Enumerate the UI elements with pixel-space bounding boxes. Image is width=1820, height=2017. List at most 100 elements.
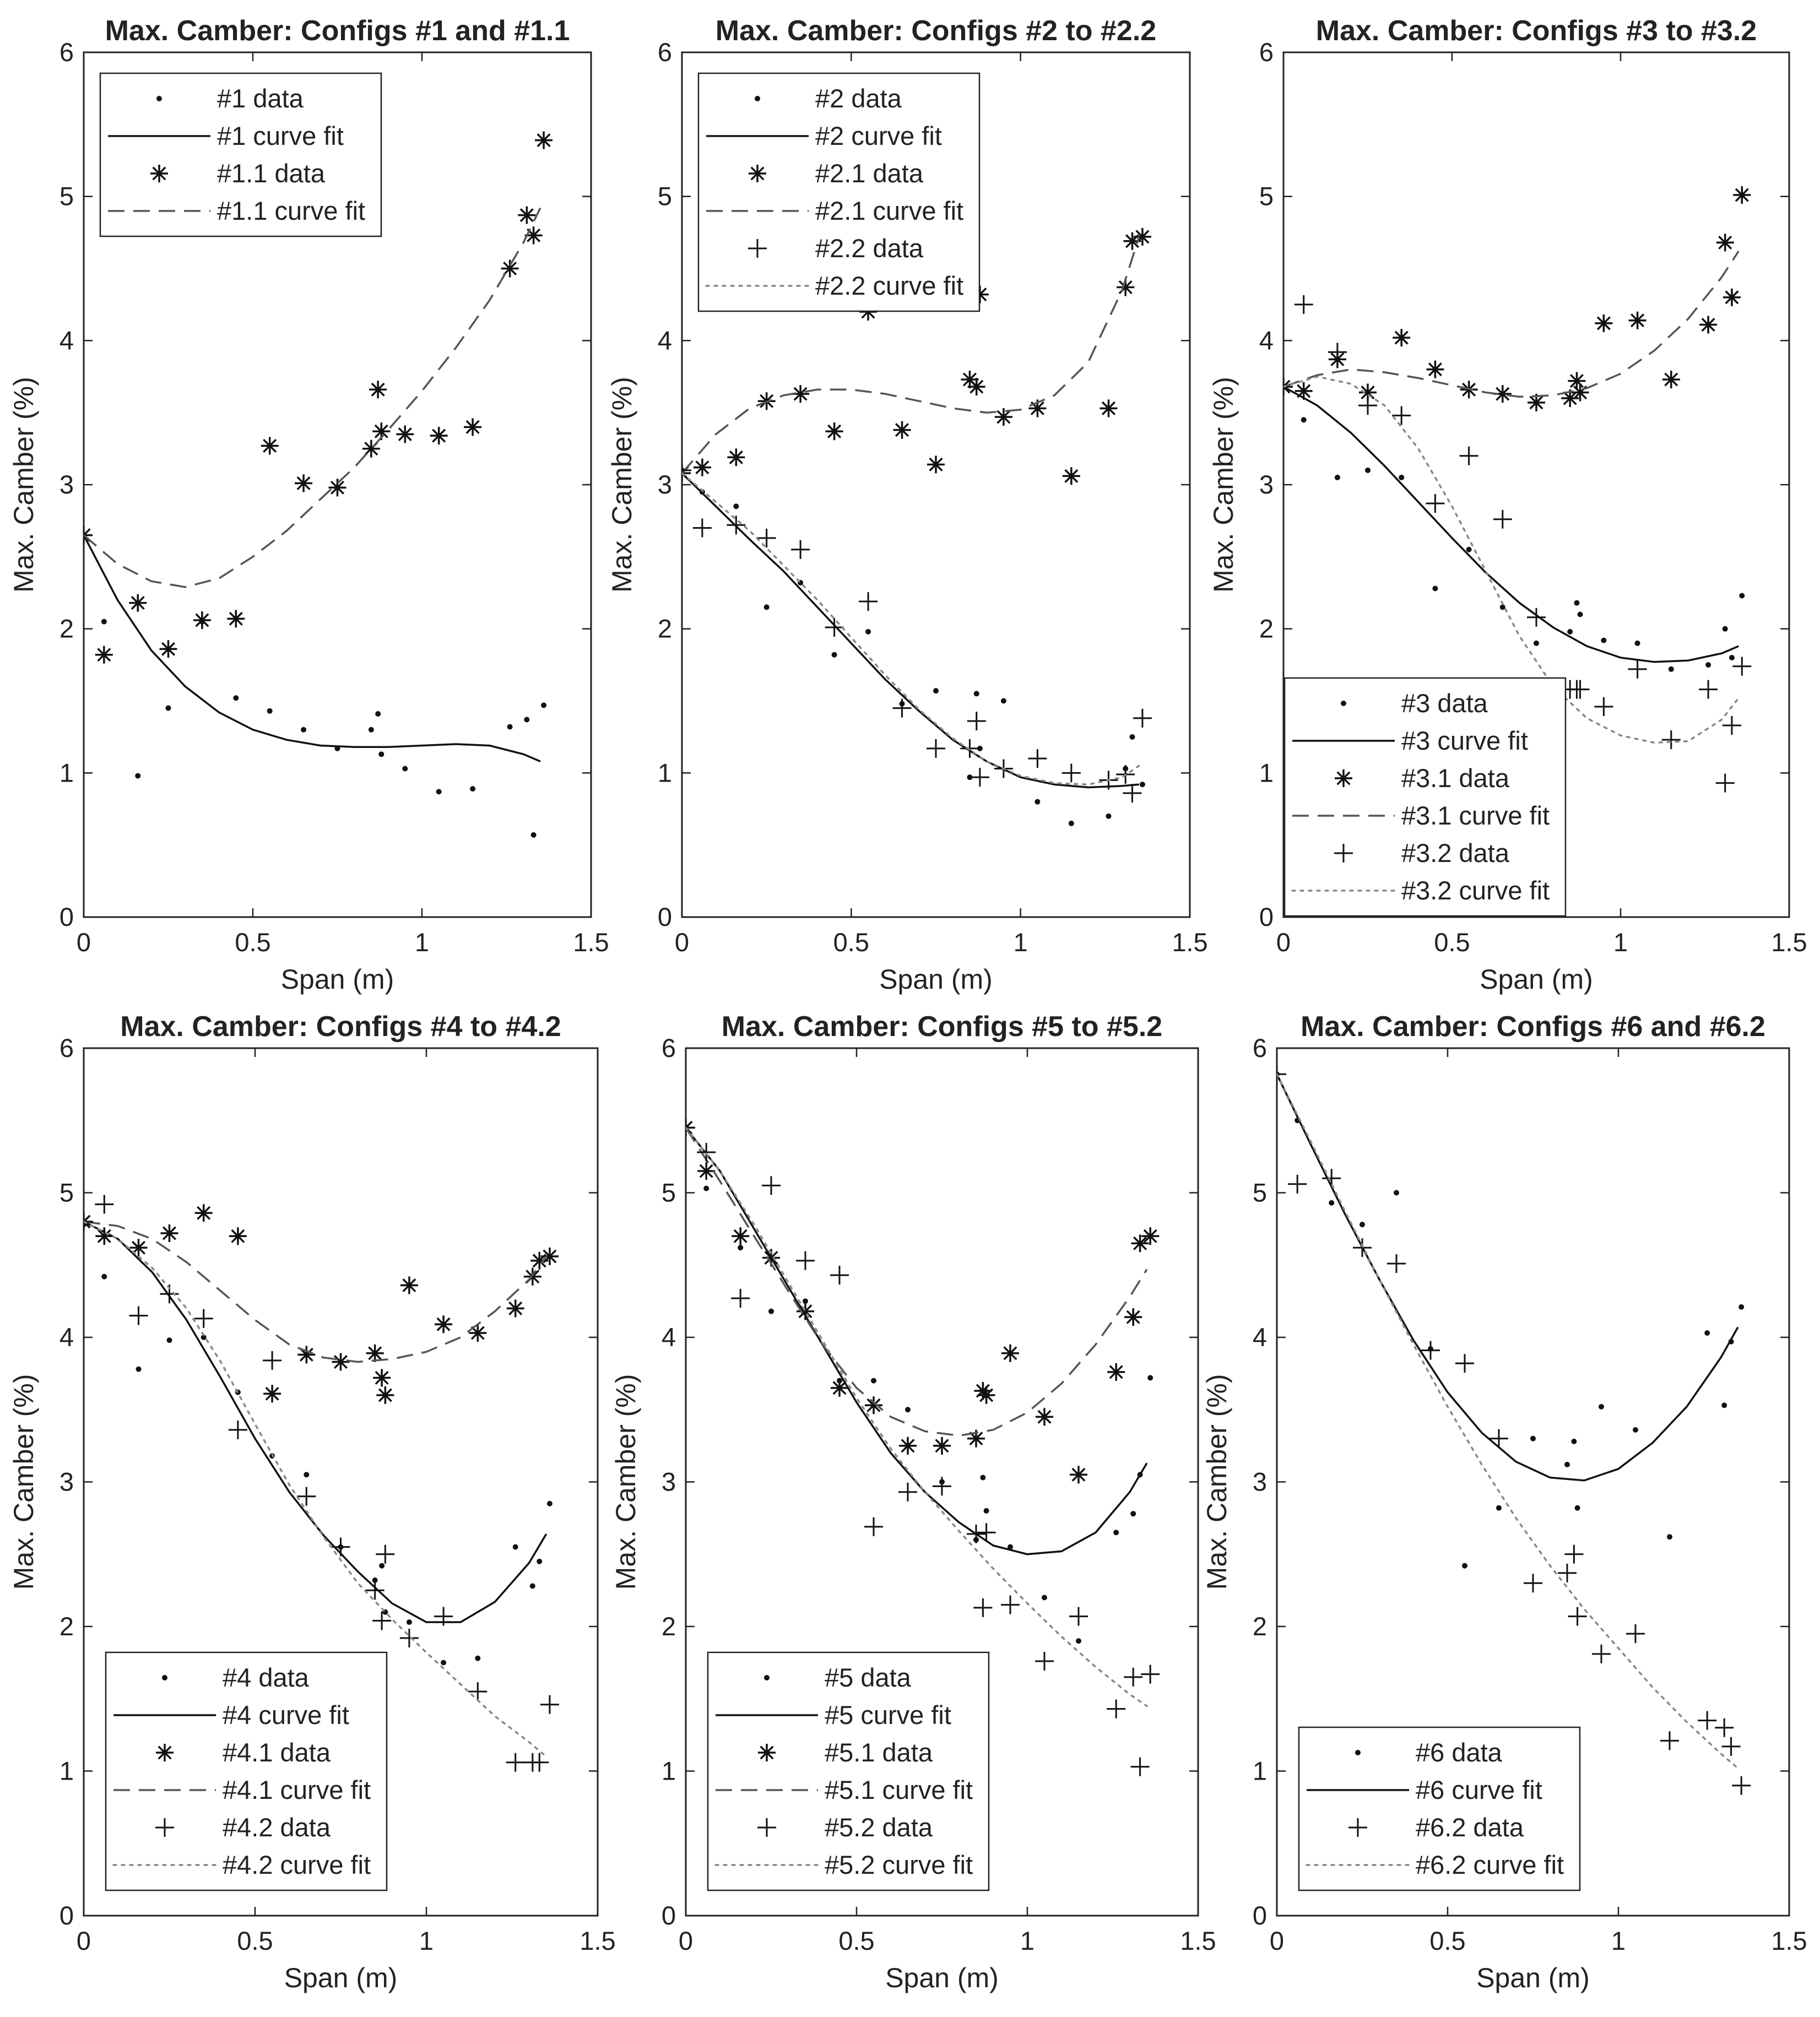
data-point-6-data bbox=[1571, 1439, 1577, 1444]
legend-label: #3.2 data bbox=[1401, 838, 1510, 867]
data-point-5-data bbox=[980, 1474, 986, 1481]
x-tick-label: 0 bbox=[675, 928, 689, 957]
data-point-5-data bbox=[768, 1308, 774, 1314]
legend: #6 data #6 curve fit #6.2 data #6.2 curve f… bbox=[1298, 1726, 1581, 1891]
data-point-6-data bbox=[1329, 1200, 1335, 1206]
legend-swatch-marker bbox=[155, 1818, 174, 1837]
legend: #1 data #1 curve fit #1.1 data #1.1 curve f… bbox=[99, 72, 382, 237]
x-tick-label: 1.5 bbox=[573, 928, 609, 957]
data-point-3-1-data bbox=[1595, 314, 1613, 332]
data-point-2-2-data bbox=[682, 460, 691, 480]
data-point-5-2-data bbox=[898, 1482, 917, 1501]
data-point-4-1-data bbox=[506, 1299, 524, 1317]
data-point-6-data bbox=[1394, 1190, 1399, 1196]
data-point-6-2-data bbox=[1660, 1731, 1679, 1750]
data-point-1-data bbox=[368, 726, 374, 733]
data-point-3-data bbox=[1534, 640, 1539, 646]
legend-label: #2 curve fit bbox=[815, 121, 942, 150]
legend-label: #3.2 curve fit bbox=[1401, 876, 1550, 905]
data-point-1-data bbox=[541, 702, 547, 708]
data-point-2-data bbox=[763, 604, 770, 610]
data-point-5-1-data bbox=[697, 1162, 716, 1180]
data-point-4-1-data bbox=[194, 1204, 213, 1222]
data-point-1-1-data bbox=[524, 226, 543, 245]
data-point-6-2-data bbox=[1592, 1644, 1611, 1663]
series-line-2-1-curve-fit bbox=[682, 236, 1140, 474]
y-axis-label: Max. Camber (%) bbox=[1208, 377, 1239, 593]
data-point-3-2-data bbox=[1722, 715, 1741, 735]
data-point-4-data bbox=[379, 1563, 385, 1569]
legend-label: #2.2 curve fit bbox=[815, 271, 963, 300]
data-point-2-data bbox=[865, 628, 871, 635]
y-tick-label: 1 bbox=[59, 1756, 74, 1786]
data-point-3-data bbox=[1432, 585, 1438, 592]
data-point-3-data bbox=[1601, 637, 1607, 643]
data-point-5-data bbox=[738, 1245, 744, 1251]
data-point-4-1-data bbox=[95, 1227, 113, 1245]
data-point-6-2-data bbox=[1568, 1607, 1587, 1626]
legend-swatch-marker bbox=[1348, 1818, 1367, 1837]
data-point-4-data bbox=[166, 1337, 172, 1343]
data-point-1-data bbox=[530, 832, 537, 838]
data-point-1-1-data bbox=[518, 206, 536, 224]
data-point-2-1-data bbox=[994, 408, 1012, 426]
legend-box bbox=[1298, 1726, 1581, 1891]
chart-title: Max. Camber: Configs #6 and #6.2 bbox=[1301, 1011, 1765, 1043]
data-point-3-1-data bbox=[1722, 288, 1741, 306]
data-point-5-1-data bbox=[831, 1379, 848, 1397]
data-point-4-data bbox=[529, 1583, 535, 1589]
data-point-6-2-data bbox=[1288, 1174, 1307, 1194]
data-point-1-1-data bbox=[501, 259, 519, 278]
x-tick-label: 0.5 bbox=[235, 928, 270, 957]
x-axis-label: Span (m) bbox=[885, 1962, 999, 1993]
data-point-4-data bbox=[136, 1366, 142, 1372]
data-point-5-2-data bbox=[697, 1143, 716, 1162]
legend-label: #5.1 curve fit bbox=[825, 1775, 973, 1804]
chart-title: Max. Camber: Configs #3 to #3.2 bbox=[1316, 15, 1757, 47]
y-tick-label: 1 bbox=[662, 1756, 676, 1786]
x-axis-label: Span (m) bbox=[281, 964, 394, 995]
data-point-2-1-data bbox=[893, 421, 911, 439]
data-point-5-2-data bbox=[1035, 1652, 1054, 1671]
data-point-4-data bbox=[546, 1500, 552, 1506]
data-point-6-data bbox=[1633, 1427, 1638, 1433]
data-point-2-1-data bbox=[967, 378, 985, 396]
x-axis-label: Span (m) bbox=[1476, 1962, 1590, 1993]
data-point-2-2-data bbox=[1133, 708, 1152, 728]
data-point-4-2-data bbox=[434, 1607, 453, 1626]
data-point-4-1-data bbox=[366, 1344, 384, 1362]
data-point-1-data bbox=[507, 724, 513, 730]
series-line-4-1-curve-fit bbox=[84, 1221, 548, 1363]
y-tick-label: 3 bbox=[1253, 1467, 1267, 1497]
data-point-3-1-data bbox=[1628, 311, 1646, 329]
series-line-6-2-curve-fit bbox=[1277, 1073, 1739, 1770]
data-point-5-1-data bbox=[865, 1396, 882, 1414]
data-point-3-2-data bbox=[1661, 730, 1681, 750]
data-point-3-2-data bbox=[1732, 657, 1752, 676]
data-point-2-data bbox=[1129, 734, 1135, 740]
legend-box bbox=[105, 1651, 388, 1891]
data-point-6-2-data bbox=[1715, 1718, 1734, 1737]
y-tick-label: 2 bbox=[1253, 1612, 1267, 1641]
y-tick-label: 4 bbox=[658, 326, 672, 355]
data-point-4-2-data bbox=[331, 1537, 350, 1557]
chart-panel: Max. Camber: Configs #5 to #5.2 0 1 2 3 4 5 6 0 0… bbox=[610, 1011, 1216, 1993]
data-point-2-data bbox=[733, 503, 739, 509]
y-tick-label: 6 bbox=[1259, 37, 1274, 67]
data-point-1-1-data bbox=[193, 611, 211, 629]
y-tick-label: 5 bbox=[662, 1178, 676, 1207]
data-point-5-2-data bbox=[762, 1176, 781, 1195]
legend-label: #4.2 data bbox=[223, 1813, 331, 1842]
data-point-4-1-data bbox=[376, 1386, 394, 1404]
data-point-5-1-data bbox=[1131, 1234, 1149, 1253]
data-point-4-data bbox=[475, 1655, 481, 1661]
y-tick-label: 0 bbox=[59, 902, 74, 931]
data-point-5-2-data bbox=[796, 1251, 815, 1270]
data-point-2-2-data bbox=[859, 592, 878, 611]
data-point-4-data bbox=[372, 1577, 378, 1583]
y-tick-label: 1 bbox=[1253, 1756, 1267, 1786]
y-axis-label: Max. Camber (%) bbox=[8, 377, 39, 593]
data-point-2-1-data bbox=[792, 385, 810, 403]
data-point-3-2-data bbox=[1594, 697, 1613, 716]
legend-label: #1 data bbox=[217, 84, 304, 113]
